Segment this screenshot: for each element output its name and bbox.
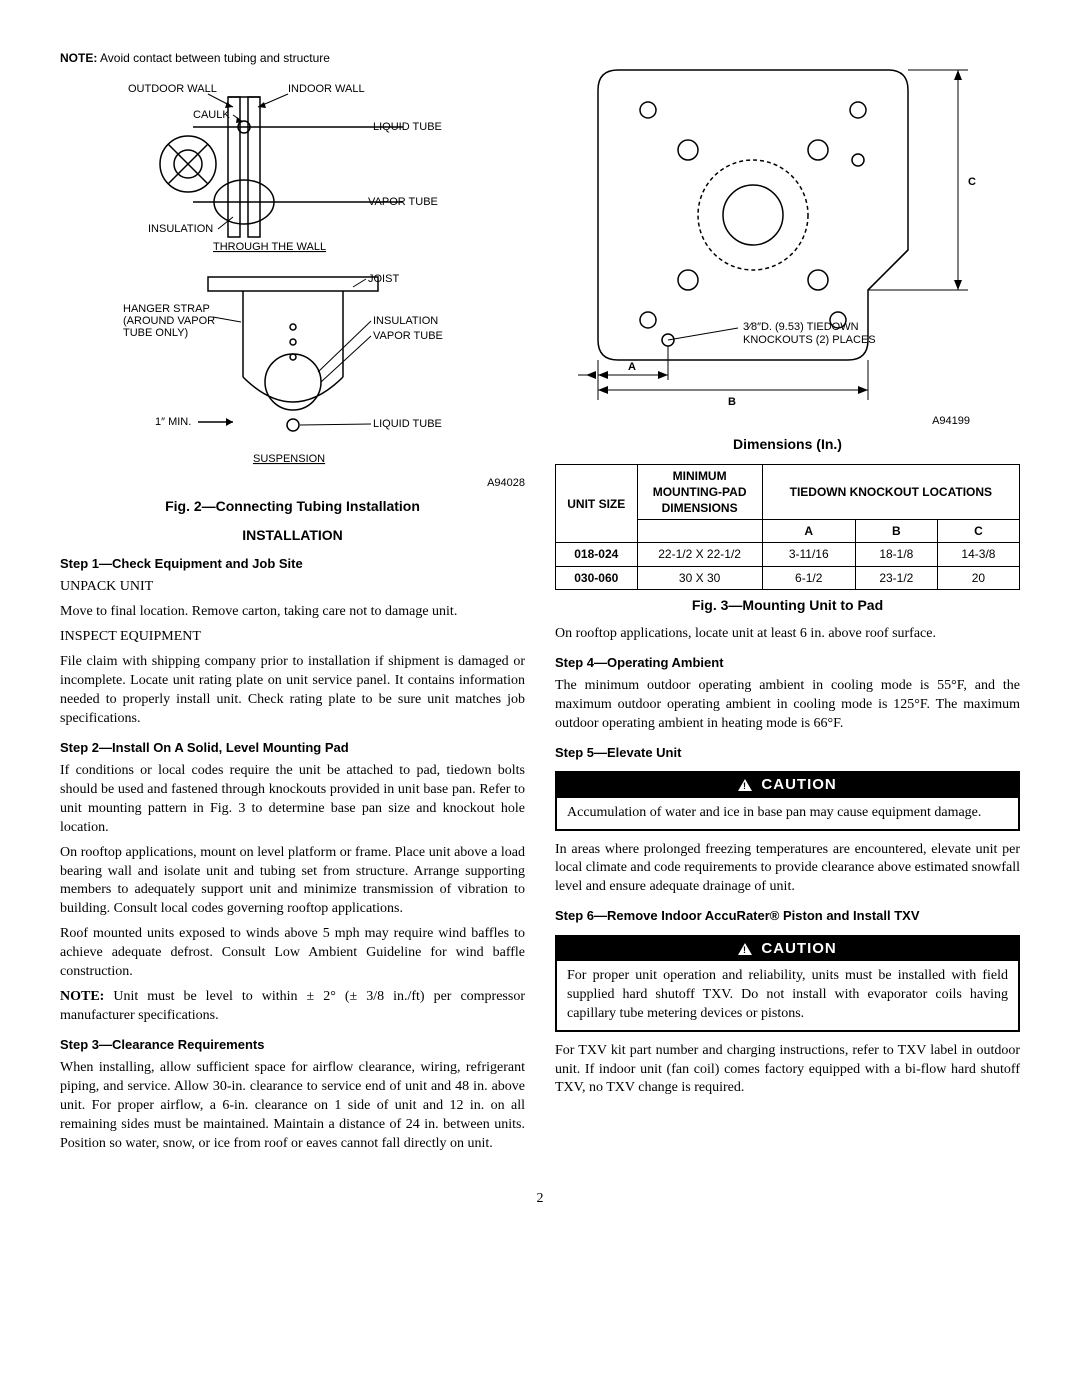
step4-p1: The minimum outdoor operating ambient in… — [555, 677, 1020, 734]
warning-icon: ! — [738, 779, 752, 791]
unpack-head: UNPACK UNIT — [60, 578, 525, 597]
label-hanger-1: HANGER STRAP — [123, 303, 210, 315]
right-column: C B A 3⁄8″D. (9.53) TIEDOWN KNOCKOUTS (2… — [555, 50, 1020, 1160]
label-hanger-3: TUBE ONLY) — [123, 327, 188, 339]
label-vapor-tube-2: VAPOR TUBE — [373, 330, 443, 342]
svg-text:!: ! — [743, 781, 747, 791]
label-hanger-2: (AROUND VAPOR — [123, 315, 215, 327]
caution-body-1: Accumulation of water and ice in base pa… — [557, 798, 1018, 829]
label-insulation-2: INSULATION — [373, 315, 438, 327]
left-column: NOTE: Avoid contact between tubing and s… — [60, 50, 525, 1160]
th-unit: UNIT SIZE — [556, 464, 638, 543]
step6-p1: For TXV kit part number and charging ins… — [555, 1042, 1020, 1099]
step2-title: Step 2—Install On A Solid, Level Mountin… — [60, 739, 525, 757]
page-columns: NOTE: Avoid contact between tubing and s… — [60, 50, 1020, 1160]
label-indoor-wall: INDOOR WALL — [288, 83, 365, 95]
label-b: B — [728, 396, 736, 408]
step6-title: Step 6—Remove Indoor AccuRater® Piston a… — [555, 907, 1020, 925]
label-through-wall: THROUGH THE WALL — [213, 241, 326, 253]
dimensions-table: UNIT SIZE MINIMUM MOUNTING-PAD DIMENSION… — [555, 464, 1020, 590]
step3-p1: When installing, allow sufficient space … — [60, 1059, 525, 1153]
caution-box-2: ! CAUTION For proper unit operation and … — [555, 935, 1020, 1032]
th-c: C — [937, 520, 1019, 543]
caution-head-2: ! CAUTION — [557, 937, 1018, 961]
label-vapor-tube-1: VAPOR TUBE — [368, 196, 438, 208]
step5-title: Step 5—Elevate Unit — [555, 744, 1020, 762]
tubing-note: NOTE: Avoid contact between tubing and s… — [60, 50, 525, 66]
label-liquid-tube-1: LIQUID TUBE — [373, 121, 442, 133]
note-text: Avoid contact between tubing and structu… — [100, 51, 330, 65]
inspect-head: INSPECT EQUIPMENT — [60, 628, 525, 647]
label-tiedown2: KNOCKOUTS (2) PLACES — [743, 334, 876, 346]
fig3-diagram: C B A 3⁄8″D. (9.53) TIEDOWN KNOCKOUTS (2… — [558, 50, 1018, 410]
page-number: 2 — [60, 1190, 1020, 1209]
th-min: MINIMUM MOUNTING-PAD DIMENSIONS — [637, 464, 762, 520]
installation-title: INSTALLATION — [60, 526, 525, 545]
fig2-code: A94028 — [60, 476, 525, 491]
step1-title: Step 1—Check Equipment and Job Site — [60, 555, 525, 573]
label-c: C — [968, 176, 976, 188]
note-prefix: NOTE: — [60, 51, 97, 65]
caution-body-2: For proper unit operation and reliabilit… — [557, 961, 1018, 1030]
th-a: A — [762, 520, 855, 543]
label-insulation-1: INSULATION — [148, 223, 213, 235]
step2-p3: Roof mounted units exposed to winds abov… — [60, 925, 525, 982]
warning-icon: ! — [738, 943, 752, 955]
label-outdoor-wall: OUTDOOR WALL — [128, 83, 217, 95]
th-b: B — [855, 520, 937, 543]
step5-p1: In areas where prolonged freezing temper… — [555, 841, 1020, 898]
label-joist: JOIST — [368, 273, 399, 285]
fig2-caption: Fig. 2—Connecting Tubing Installation — [60, 497, 525, 516]
step2-p1: If conditions or local codes require the… — [60, 762, 525, 838]
fig3-caption: Fig. 3—Mounting Unit to Pad — [555, 596, 1020, 615]
step2-p2: On rooftop applications, mount on level … — [60, 844, 525, 920]
step4-title: Step 4—Operating Ambient — [555, 654, 1020, 672]
label-suspension: SUSPENSION — [253, 453, 325, 465]
label-tiedown1: 3⁄8″D. (9.53) TIEDOWN — [743, 321, 859, 333]
label-caulk: CAULK — [193, 109, 230, 121]
inspect-body: File claim with shipping company prior t… — [60, 653, 525, 729]
label-liquid-tube-2: LIQUID TUBE — [373, 418, 442, 430]
caution-head-1: ! CAUTION — [557, 773, 1018, 797]
rooftop-note: On rooftop applications, locate unit at … — [555, 625, 1020, 644]
dimensions-title: Dimensions (In.) — [555, 435, 1020, 454]
caution-box-1: ! CAUTION Accumulation of water and ice … — [555, 771, 1020, 830]
unpack-body: Move to final location. Remove carton, t… — [60, 603, 525, 622]
step3-title: Step 3—Clearance Requirements — [60, 1036, 525, 1054]
fig2-diagram: OUTDOOR WALL INDOOR WALL CAULK LIQUID TU… — [93, 72, 493, 472]
step2-p4: NOTE: Unit must be level to within ± 2° … — [60, 988, 525, 1026]
svg-text:!: ! — [743, 945, 747, 955]
th-min-spacer — [637, 520, 762, 543]
label-one-min: 1″ MIN. — [155, 416, 191, 428]
fig3-code: A94199 — [555, 414, 970, 429]
label-a: A — [628, 361, 636, 373]
table-row: 018-024 22-1/2 X 22-1/2 3-11/16 18-1/8 1… — [556, 543, 1020, 566]
th-tiedown: TIEDOWN KNOCKOUT LOCATIONS — [762, 464, 1019, 520]
table-row: 030-060 30 X 30 6-1/2 23-1/2 20 — [556, 566, 1020, 589]
